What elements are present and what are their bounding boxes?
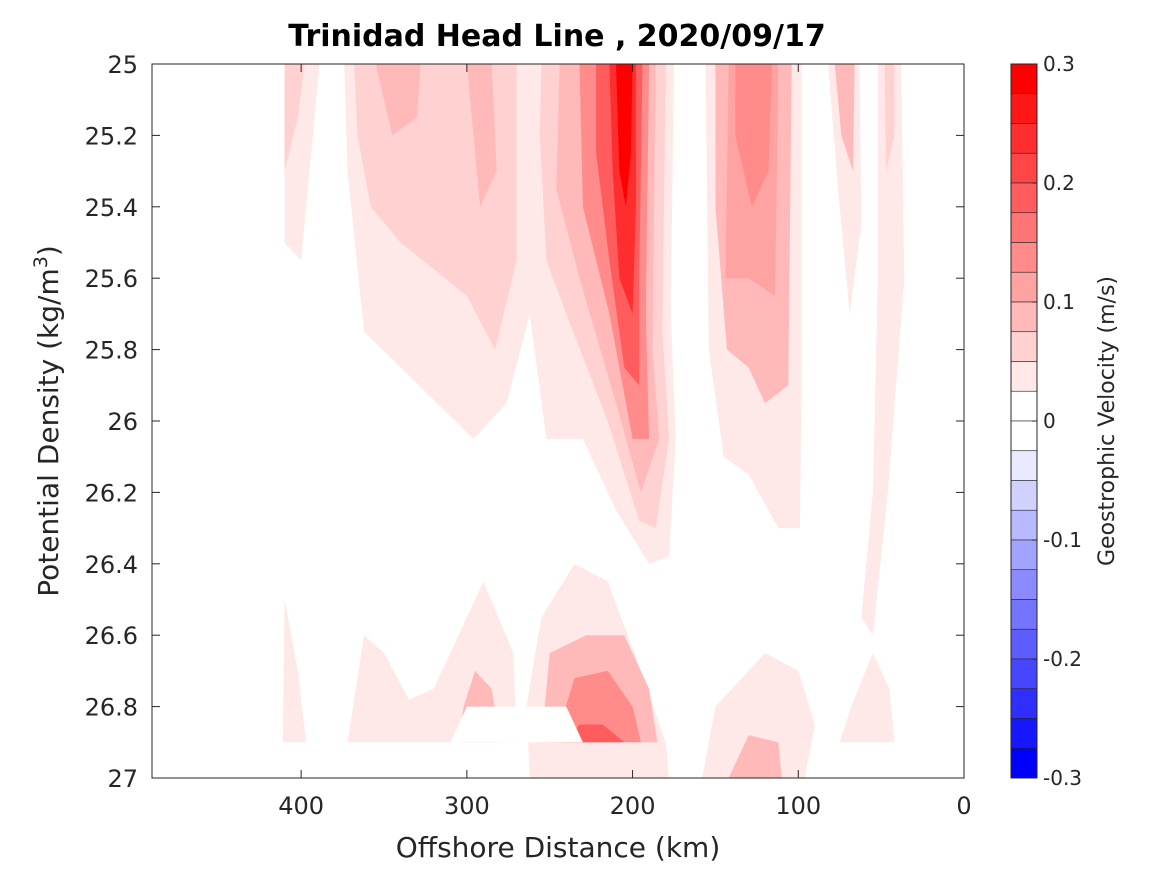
colorbar-bin	[1010, 63, 1038, 95]
colorbar-tick-label: 0.1	[1043, 290, 1075, 314]
contour-near-pos-4	[735, 64, 772, 207]
contour-deep-pos-3	[554, 670, 641, 743]
masked-region	[450, 706, 583, 743]
contour-coast-pos-1	[861, 64, 905, 636]
y-tick-label: 26	[107, 408, 138, 436]
contour-deep-neg-e-1	[702, 653, 815, 778]
contour-fill	[282, 64, 905, 778]
y-tick-label: 26.6	[85, 622, 138, 650]
contour-offshore-pos-5	[466, 64, 497, 207]
colorbar-bin	[1010, 539, 1038, 571]
colorbar-bin	[1010, 688, 1038, 719]
colorbar-bin	[1010, 450, 1038, 481]
contour-jet-neg-7	[616, 64, 633, 207]
colorbar-bin	[1010, 361, 1038, 392]
contour-coast-deep-neg	[839, 653, 895, 743]
colorbar-tick-label: 0.2	[1043, 171, 1075, 195]
contour-deep-neg-e-2	[728, 735, 782, 778]
contour-coast-neg-2	[834, 64, 855, 172]
colorbar-tick-label: -0.2	[1043, 647, 1082, 671]
chart-title: Trinidad Head Line , 2020/09/17	[288, 19, 825, 54]
y-tick-label: 25.8	[85, 337, 138, 365]
colorbar-bin	[1010, 123, 1038, 154]
y-tick-label: 25	[107, 51, 138, 79]
colorbar-bins	[1010, 63, 1038, 779]
y-tick-label: 25.2	[85, 122, 138, 150]
colorbar-bin	[1010, 152, 1038, 184]
colorbar-bin	[1010, 628, 1038, 660]
colorbar-bin	[1010, 93, 1038, 124]
y-ticks: 25 25.2 25.4 25.6 25.8 26 26.2 26.4 26.6 26.8 27	[85, 51, 964, 793]
colorbar-bin	[1010, 420, 1038, 452]
colorbar-bin	[1010, 599, 1038, 630]
x-tick-label: 300	[444, 792, 490, 820]
colorbar: 0.3 0.2 0.1 0 -0.1 -0.2 -0.3 Geostrophic Veloc…	[1010, 52, 1120, 790]
colorbar-bin	[1010, 271, 1038, 303]
colorbar-bin	[1010, 212, 1038, 243]
contour-coast-pos-2	[884, 64, 895, 172]
y-tick-label: 25.6	[85, 265, 138, 293]
x-ticks: 400 300 200 100 0	[278, 64, 972, 820]
x-tick-label: 400	[278, 792, 324, 820]
y-tick-label: 26.2	[85, 479, 138, 507]
x-tick-label: 200	[610, 792, 656, 820]
colorbar-bin	[1010, 390, 1038, 422]
colorbar-bin	[1010, 509, 1038, 541]
colorbar-ticks: 0.3 0.2 0.1 0 -0.1 -0.2 -0.3	[1032, 52, 1082, 790]
colorbar-tick-label: -0.3	[1043, 766, 1082, 790]
colorbar-bin	[1010, 331, 1038, 362]
colorbar-bin	[1010, 718, 1038, 749]
plot-area: 400 300 200 100 0 25 25.2 25.4 25.6 25.8 26 26.2 26…	[85, 51, 972, 820]
colorbar-label: Geostrophic Velocity (m/s)	[1095, 276, 1120, 566]
colorbar-bin	[1010, 480, 1038, 511]
colorbar-bin	[1010, 658, 1038, 690]
colorbar-bin	[1010, 182, 1038, 214]
y-axis-label-sup: 3	[30, 256, 52, 268]
y-axis-label: Potential Density (kg/m3)	[30, 245, 65, 597]
colorbar-bin	[1010, 747, 1038, 779]
y-axis-label-tail: )	[32, 245, 65, 256]
y-tick-label: 27	[107, 765, 138, 793]
y-tick-label: 26.8	[85, 694, 138, 722]
contour-offshore-pos-4	[375, 64, 421, 136]
colorbar-bin	[1010, 569, 1038, 600]
y-tick-label: 25.4	[85, 194, 138, 222]
contour-far-neg-2	[284, 64, 305, 172]
contour-offshore-pos-3	[375, 64, 502, 279]
colorbar-tick-label: -0.1	[1043, 528, 1082, 552]
colorbar-bin	[1010, 242, 1038, 273]
colorbar-tick-label: 0	[1043, 409, 1056, 433]
colorbar-tick-label: 0.3	[1043, 52, 1075, 76]
contour-deep-pos-w	[282, 599, 307, 743]
y-tick-label: 26.4	[85, 551, 138, 579]
x-axis-label: Offshore Distance (km)	[396, 831, 721, 864]
x-tick-label: 100	[775, 792, 821, 820]
colorbar-bin	[1010, 301, 1038, 333]
x-tick-label: 0	[956, 792, 971, 820]
y-axis-label-main: Potential Density (kg/m	[32, 268, 65, 597]
